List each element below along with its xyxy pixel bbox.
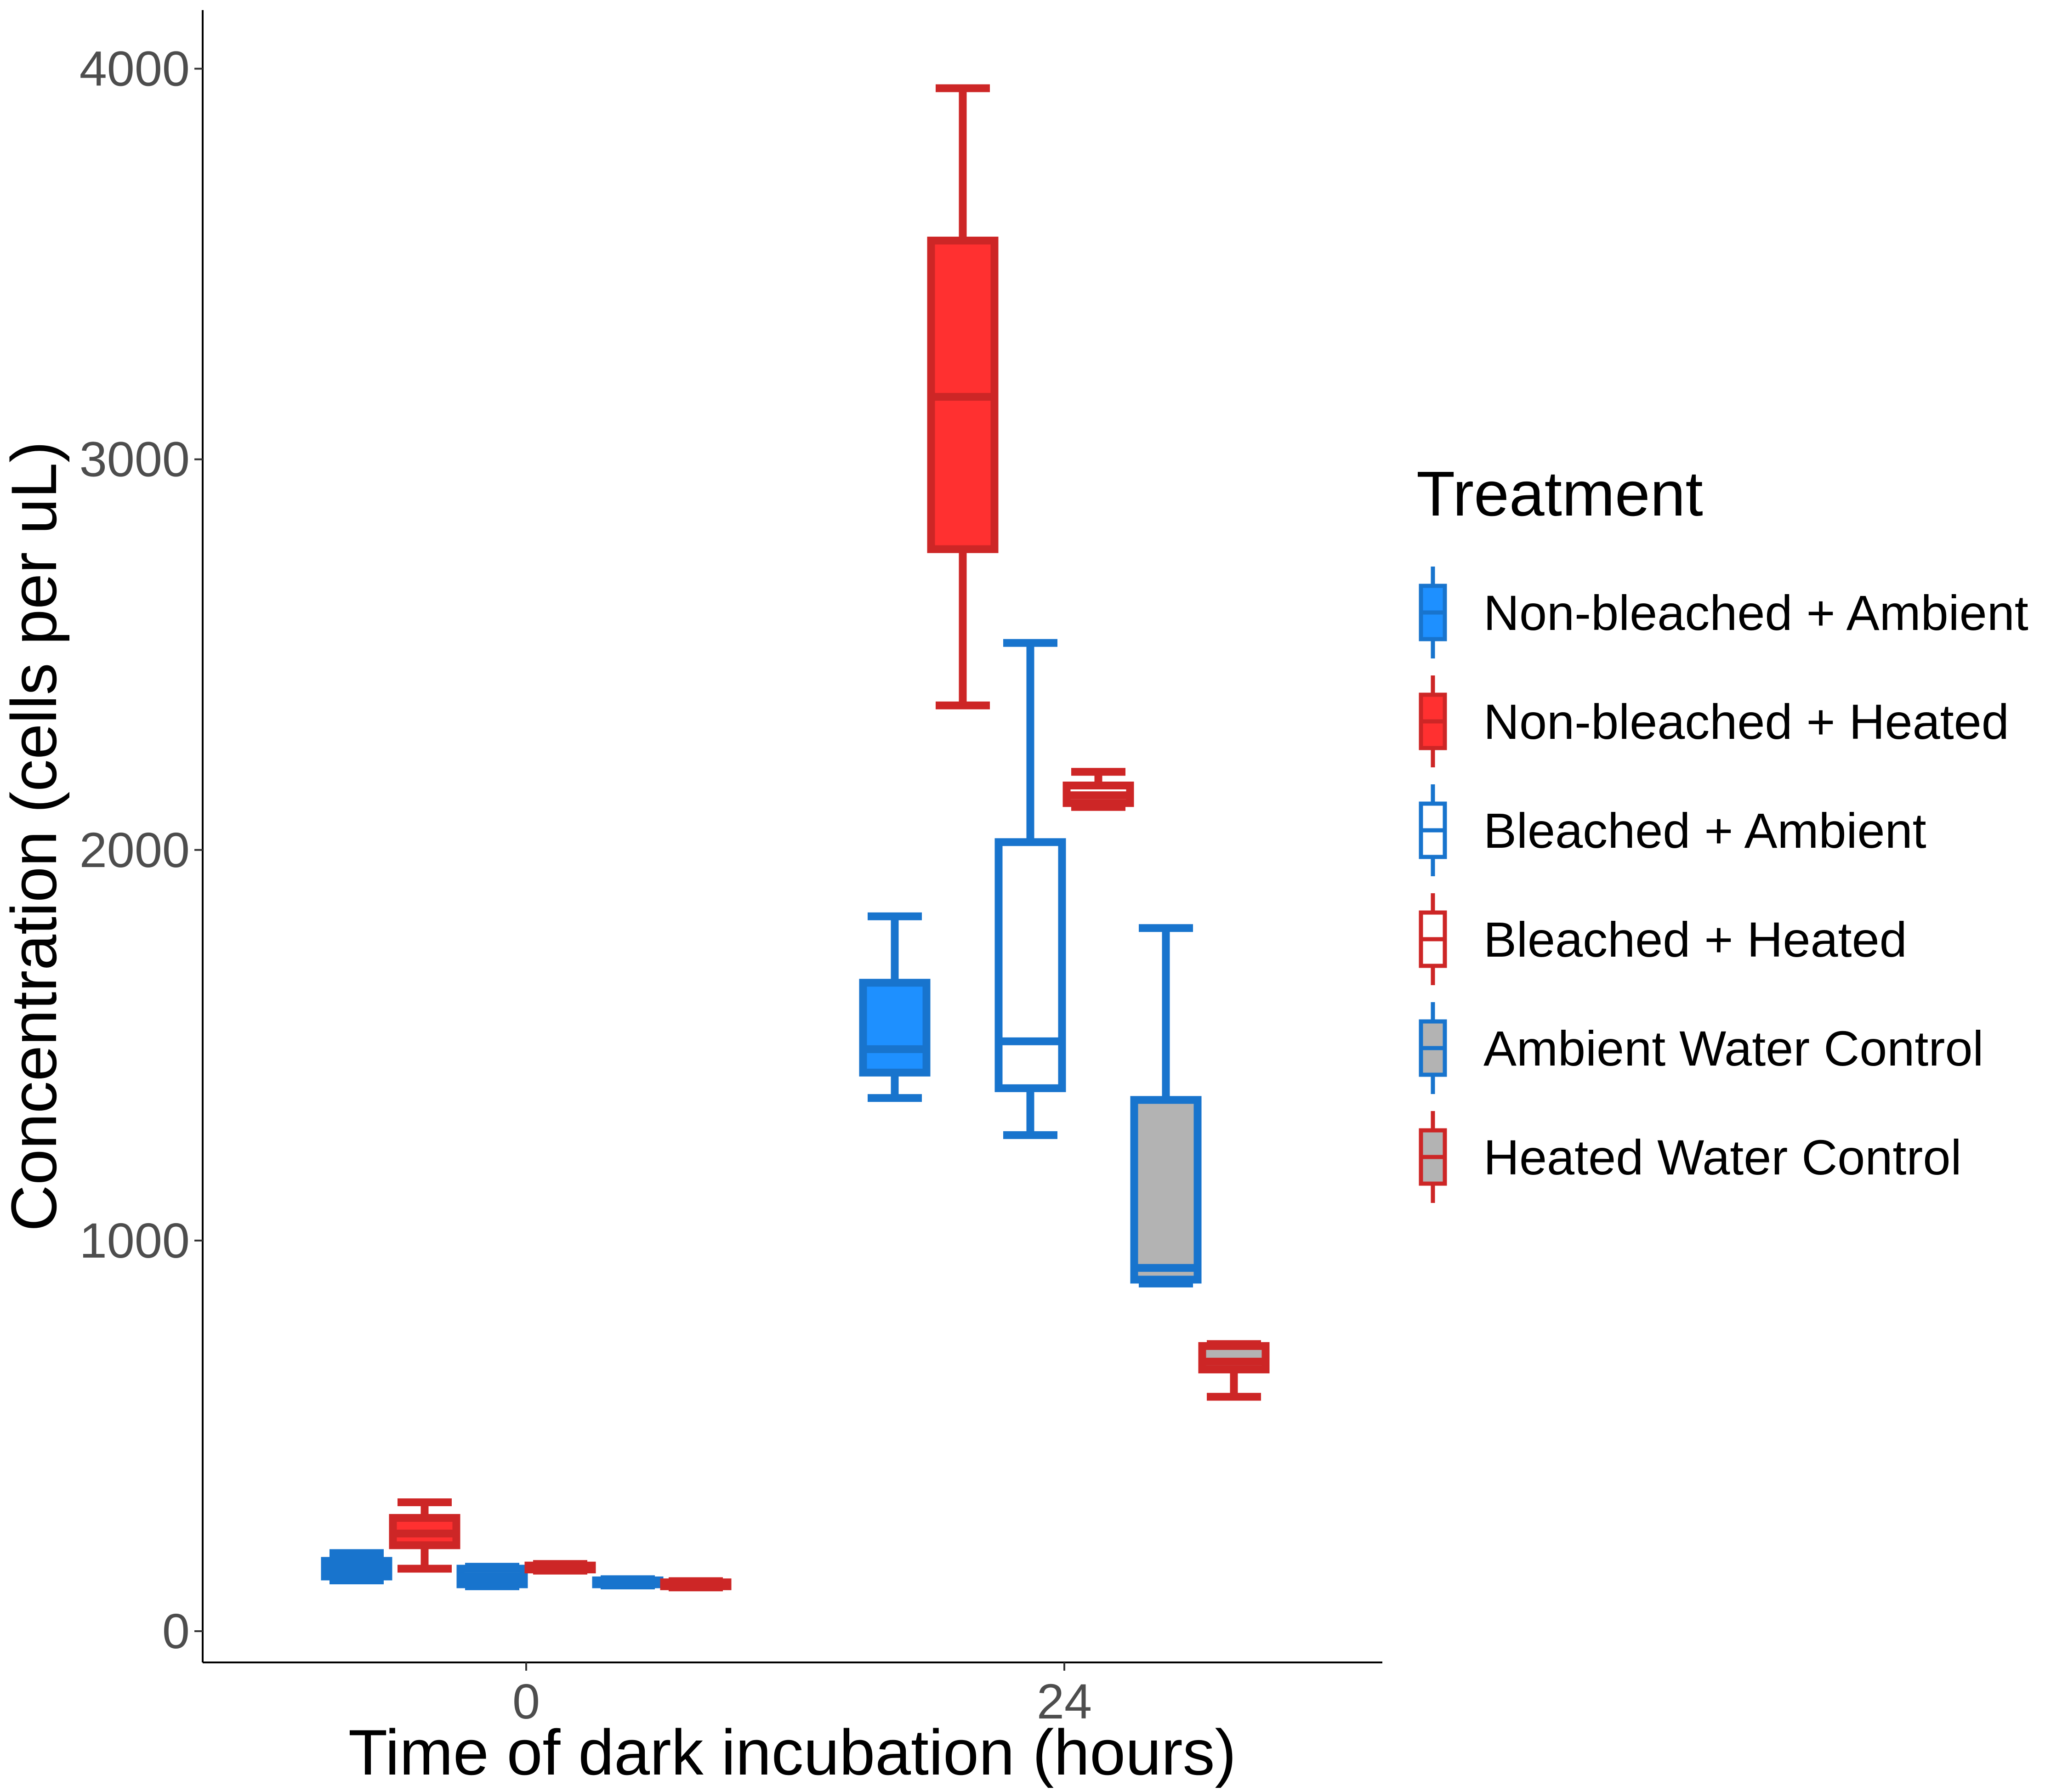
iqr-box bbox=[859, 979, 931, 1077]
box-5-1 bbox=[1198, 1340, 1270, 1401]
legend-label: Non-bleached + Heated bbox=[1483, 694, 2009, 749]
box-5-0 bbox=[660, 1577, 732, 1592]
iqr-box bbox=[1130, 1096, 1202, 1284]
box-3-1 bbox=[1062, 768, 1134, 811]
box-2-0 bbox=[456, 1563, 528, 1590]
box-2-1 bbox=[994, 639, 1066, 1139]
box-4-1 bbox=[1130, 924, 1202, 1287]
box-3-0 bbox=[524, 1560, 596, 1575]
iqr-box bbox=[994, 838, 1066, 1092]
plot-area: 0 1000 2000 3000 4000 0 24 bbox=[80, 10, 1382, 1729]
legend-title: Treatment bbox=[1416, 459, 1703, 529]
legend-key bbox=[1419, 1111, 1447, 1203]
legend-label: Bleached + Ambient bbox=[1483, 803, 1926, 858]
legend-item: Heated Water Control bbox=[1419, 1111, 1961, 1203]
legend-label: Heated Water Control bbox=[1483, 1129, 1961, 1185]
legend-label: Non-bleached + Ambient bbox=[1483, 585, 2028, 641]
y-ticks: 0 1000 2000 3000 4000 bbox=[80, 41, 203, 1659]
legend-items: Non-bleached + Ambient Non-bleached + Hea… bbox=[1419, 567, 2028, 1203]
x-tick-label: 0 bbox=[512, 1673, 540, 1729]
x-tick-label: 24 bbox=[1037, 1673, 1092, 1729]
legend-key bbox=[1419, 1002, 1447, 1094]
legend-item: Non-bleached + Ambient bbox=[1419, 567, 2028, 658]
box-0-1 bbox=[859, 912, 931, 1102]
legend-item: Bleached + Ambient bbox=[1419, 784, 1926, 876]
legend-key bbox=[1419, 675, 1447, 767]
y-tick-label: 4000 bbox=[80, 41, 190, 96]
y-axis-title: Concentration (cells per uL) bbox=[0, 441, 70, 1231]
legend-key bbox=[1419, 784, 1447, 876]
x-ticks: 0 24 bbox=[512, 1662, 1092, 1729]
box-4-0 bbox=[592, 1575, 664, 1590]
legend-item: Ambient Water Control bbox=[1419, 1002, 1983, 1094]
legend-item: Non-bleached + Heated bbox=[1419, 675, 2009, 767]
box-1-1 bbox=[927, 84, 999, 709]
legend: Treatment Non-bleached + AmbientNon-blea… bbox=[1416, 459, 2028, 1203]
box-0-0 bbox=[321, 1549, 392, 1584]
box-1-0 bbox=[389, 1498, 460, 1573]
legend-item: Bleached + Heated bbox=[1419, 893, 1907, 985]
legend-key bbox=[1419, 893, 1447, 985]
legend-key bbox=[1419, 567, 1447, 658]
y-tick-label: 2000 bbox=[80, 822, 190, 878]
y-tick-label: 1000 bbox=[80, 1213, 190, 1268]
legend-label: Bleached + Heated bbox=[1483, 912, 1907, 967]
x-axis-title: Time of dark incubation (hours) bbox=[348, 1716, 1236, 1788]
boxes-layer bbox=[321, 84, 1270, 1592]
legend-label: Ambient Water Control bbox=[1483, 1021, 1983, 1076]
iqr-box bbox=[1198, 1342, 1270, 1373]
y-tick-label: 0 bbox=[162, 1603, 190, 1659]
y-tick-label: 3000 bbox=[80, 431, 190, 487]
